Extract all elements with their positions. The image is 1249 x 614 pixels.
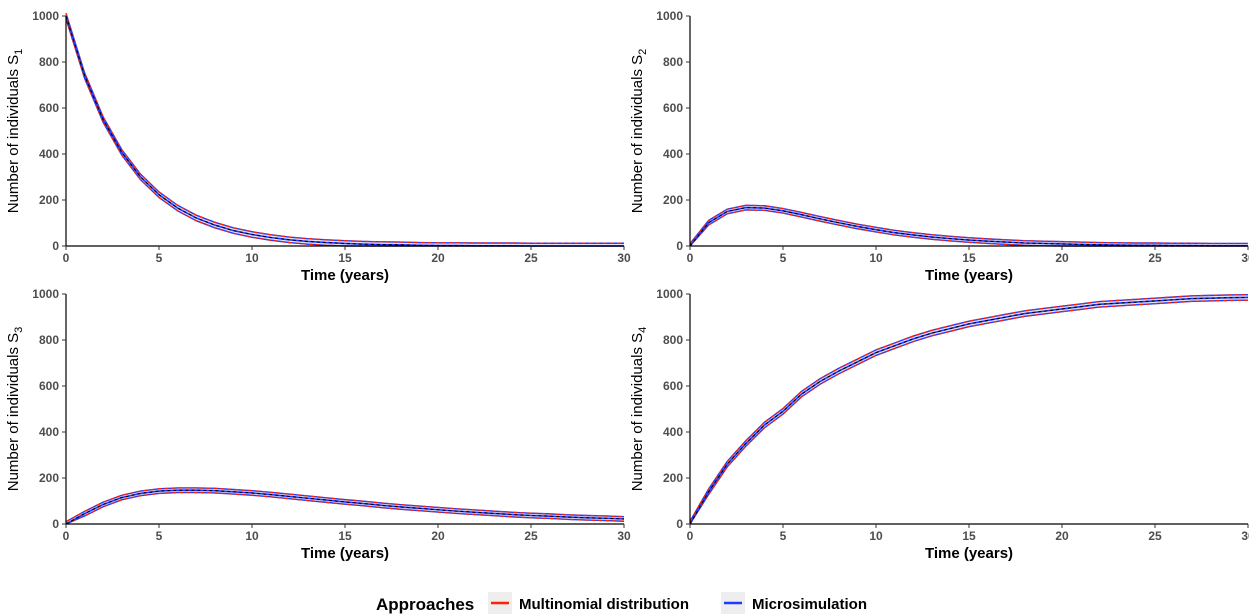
legend-label-multinomial: Multinomial distribution (519, 596, 689, 613)
y-tick-label: 400 (663, 147, 683, 161)
panel-4-microsimulation-lower (689, 299, 1249, 525)
x-tick-label: 20 (1055, 251, 1069, 265)
panel-4-microsimulation-upper (689, 293, 1249, 522)
y-axis-title: Number of individuals S3 (5, 327, 25, 492)
x-tick-label: 10 (869, 251, 883, 265)
panel-1-multinomial-mean (65, 15, 624, 247)
x-axis-title: Time (years) (301, 267, 389, 284)
x-axis-title: Time (years) (925, 267, 1013, 284)
legend-label-microsimulation: Microsimulation (752, 596, 867, 613)
y-tick-label: 400 (663, 425, 683, 439)
y-tick-label: 200 (39, 471, 59, 485)
panel-1-microsimulation-upper (65, 13, 624, 244)
y-tick-label: 600 (663, 379, 683, 393)
x-tick-label: 0 (687, 251, 694, 265)
x-axis-title: Time (years) (925, 545, 1013, 562)
y-tick-label: 800 (39, 55, 59, 69)
y-tick-label: 1000 (32, 287, 59, 301)
x-tick-label: 10 (245, 251, 259, 265)
x-tick-label: 15 (338, 251, 352, 265)
y-axis-title: Number of individuals S2 (629, 49, 649, 214)
panel-2-multinomial-lower (689, 209, 1248, 247)
y-tick-label: 0 (52, 239, 59, 253)
panel-2-multinomial-mean (689, 207, 1248, 247)
panel-1-microsimulation-lower (65, 18, 624, 247)
x-tick-label: 15 (962, 251, 976, 265)
y-tick-label: 200 (39, 193, 59, 207)
y-tick-label: 1000 (32, 9, 59, 23)
y-tick-label: 200 (663, 471, 683, 485)
y-tick-label: 1000 (656, 287, 683, 301)
x-tick-label: 25 (1148, 529, 1162, 543)
panel-3: 0 200 400 600 800 1000 0 5 10 15 20 25 30 Time (years… (5, 287, 631, 562)
panel-4-multinomial-upper (689, 294, 1249, 522)
y-tick-label: 600 (663, 101, 683, 115)
y-tick-label: 800 (39, 333, 59, 347)
panel-4: 0 200 400 600 800 1000 0 5 10 15 20 25 30 Time (years… (629, 287, 1249, 562)
x-tick-label: 20 (1055, 529, 1069, 543)
x-tick-label: 30 (617, 251, 631, 265)
y-tick-label: 800 (663, 333, 683, 347)
y-tick-label: 0 (52, 517, 59, 531)
x-tick-label: 20 (431, 251, 445, 265)
panel-1-multinomial-lower (65, 18, 624, 247)
x-tick-label: 5 (780, 529, 787, 543)
y-axis-title: Number of individuals S1 (5, 49, 25, 214)
panel-4-multinomial-lower (689, 299, 1249, 525)
y-tick-label: 600 (39, 101, 59, 115)
x-tick-label: 20 (431, 529, 445, 543)
y-tick-label: 0 (676, 239, 683, 253)
panel-1-ci-band (66, 13, 624, 246)
x-tick-label: 30 (617, 529, 631, 543)
x-tick-label: 10 (245, 529, 259, 543)
x-tick-label: 5 (156, 529, 163, 543)
x-tick-label: 25 (524, 529, 538, 543)
panel-2: 0 200 400 600 800 1000 0 5 10 15 20 25 30 Time (years… (629, 9, 1249, 284)
y-tick-label: 600 (39, 379, 59, 393)
panel-4-microsimulation-mean (689, 296, 1249, 525)
y-tick-label: 1000 (656, 9, 683, 23)
panel-1-multinomial-upper (65, 13, 624, 244)
x-tick-label: 0 (63, 251, 70, 265)
panel-1-microsimulation-mean (65, 15, 624, 247)
x-tick-label: 5 (156, 251, 163, 265)
panel-3-microsimulation-mean (65, 489, 625, 525)
panel-4-multinomial-mean (689, 296, 1249, 525)
y-tick-label: 800 (663, 55, 683, 69)
y-tick-label: 400 (39, 147, 59, 161)
panel-1: 0 200 400 600 800 1000 0 5 10 15 20 25 30 Time (years… (5, 9, 631, 284)
panel-3-multinomial-lower (65, 491, 625, 525)
x-tick-label: 25 (1148, 251, 1162, 265)
panel-4-ci-band (690, 294, 1248, 524)
x-tick-label: 30 (1241, 529, 1249, 543)
y-tick-label: 0 (676, 517, 683, 531)
legend-title: Approaches (376, 595, 474, 614)
panel-2-multinomial-upper (689, 204, 1248, 245)
x-tick-label: 30 (1241, 251, 1249, 265)
y-tick-label: 200 (663, 193, 683, 207)
x-tick-label: 15 (338, 529, 352, 543)
y-axis-title: Number of individuals S4 (629, 327, 649, 492)
legend: Approaches Multinomial distribution Micr… (376, 592, 867, 614)
x-tick-label: 25 (524, 251, 538, 265)
x-tick-label: 10 (869, 529, 883, 543)
x-axis-title: Time (years) (301, 545, 389, 562)
panel-3-microsimulation-lower (65, 491, 625, 525)
x-tick-label: 0 (63, 529, 70, 543)
x-tick-label: 15 (962, 529, 976, 543)
x-tick-label: 0 (687, 529, 694, 543)
panel-3-multinomial-upper (65, 487, 625, 523)
x-tick-label: 5 (780, 251, 787, 265)
y-tick-label: 400 (39, 425, 59, 439)
